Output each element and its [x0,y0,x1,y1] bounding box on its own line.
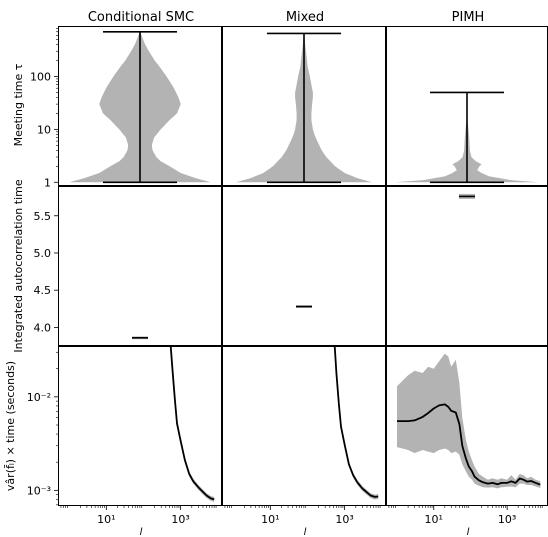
panel-frame [386,186,548,346]
chart-marks: 1 10 100 4.0 4.5 5.0 5.5 10¹ 10³ 10¹ 10³ 10¹ 10³ 10⁻³… [27,26,548,526]
ytick-label-iat: 4.0 [34,321,52,334]
column-title-mixed: Mixed [286,10,324,25]
xtick-label-mixed: 10³ [335,513,353,526]
ytick-label-meeting-time: 100 [30,70,51,83]
panel-frame [58,186,222,346]
xlabel-mixed: l [304,527,307,537]
ylabel-inefficiency: vâr(f̄ₗ) × time (seconds) [4,361,17,491]
xlabel-conditional-smc: l [140,527,143,537]
column-title-conditional-smc: Conditional SMC [88,10,194,25]
band-pimh [397,353,541,489]
xtick-label-pimh: 10³ [498,513,516,526]
xtick-label-pimh: 10¹ [425,513,443,526]
ytick-label-inefficiency: 10⁻³ [27,484,51,497]
ytick-label-inefficiency: 10⁻² [27,391,51,404]
panel-frame [222,26,386,186]
column-title-pimh: PIMH [452,10,485,25]
panel-frame [222,346,386,506]
xtick-label-conditional-smc: 10¹ [97,513,115,526]
series-group-mixed [333,346,379,500]
ytick-label-meeting-time: 10 [37,123,51,136]
ylabel-integrated-autocorrelation-time: Integrated autocorrelation time [12,179,25,352]
ytick-label-meeting-time: 1 [44,176,51,189]
xlabel-pimh: l [467,527,470,537]
ytick-label-iat: 5.0 [34,247,52,260]
line-conditional-smc [169,346,215,501]
ytick-label-iat: 5.5 [34,210,52,223]
line-pimh [397,403,541,486]
panel-frame [58,346,222,506]
panel-frame [222,186,386,346]
series-group-conditional-smc [169,346,215,502]
xtick-label-mixed: 10¹ [261,513,279,526]
panel-frame [58,26,222,186]
xtick-label-conditional-smc: 10³ [171,513,189,526]
ytick-label-iat: 4.5 [34,284,52,297]
ylabel-meeting-time: Meeting time τ [12,63,25,146]
line-mixed [333,346,379,498]
series-group-pimh [397,353,541,489]
